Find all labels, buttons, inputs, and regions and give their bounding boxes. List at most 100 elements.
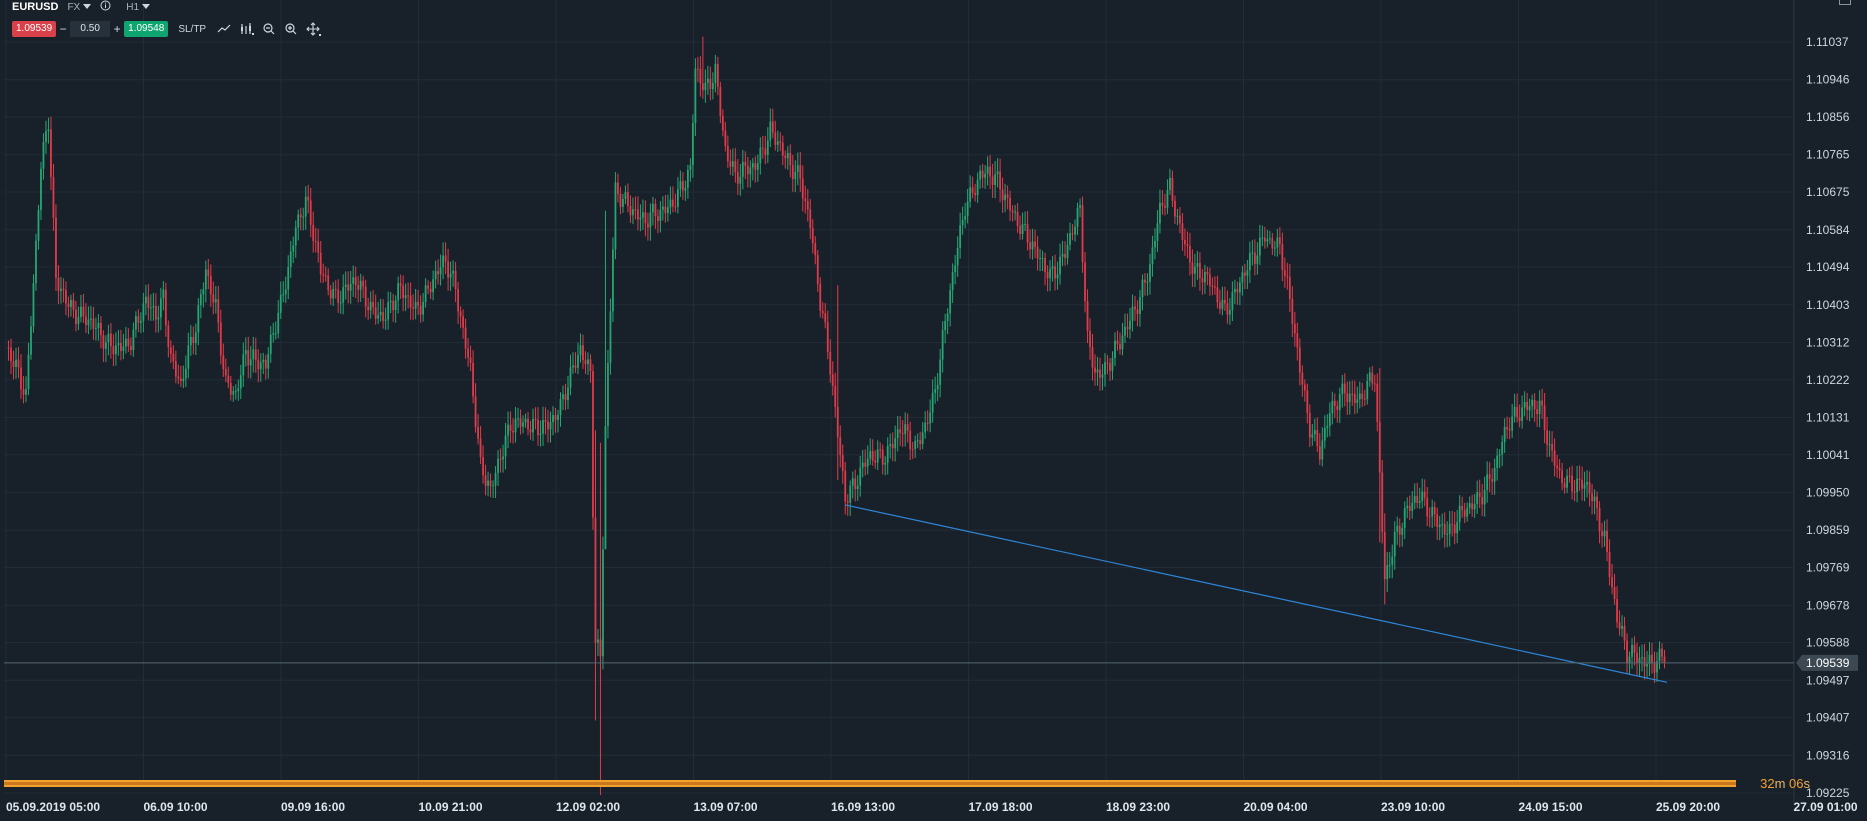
candle-body [542, 420, 544, 434]
candle-body [901, 432, 904, 435]
candle-body [1483, 489, 1486, 505]
candle-body [1109, 363, 1111, 371]
candle-body [377, 315, 380, 319]
candle-body [1331, 400, 1334, 414]
candle-body [961, 219, 964, 226]
candle-body [374, 307, 377, 319]
candle-body [194, 332, 197, 343]
candle-body [1054, 266, 1056, 279]
candle-body [662, 206, 664, 210]
candle-body [479, 438, 482, 458]
candle-body [1493, 467, 1496, 482]
candle-body [582, 345, 584, 361]
candle-body [274, 333, 277, 335]
timer-minutes: 32 [1760, 776, 1775, 791]
candle-body [1049, 268, 1051, 279]
candle-body [1648, 654, 1651, 665]
line-chart-icon[interactable] [216, 21, 234, 37]
candle-body [1044, 257, 1046, 272]
candle-body [1238, 282, 1241, 293]
candle-body [1056, 274, 1059, 279]
candle-body [7, 347, 10, 349]
candle-body [999, 171, 1002, 190]
candle-body [157, 317, 160, 320]
candle-body [671, 199, 674, 207]
candle-body [22, 389, 25, 395]
candle-body [1011, 210, 1014, 213]
candle-body [1139, 297, 1141, 315]
candle-body [864, 462, 867, 467]
candle-body [989, 166, 992, 177]
candle-body [289, 251, 292, 268]
candle-body [1318, 446, 1321, 460]
candle-body [454, 270, 457, 289]
candle-body [614, 182, 617, 250]
candle-body [1061, 254, 1064, 257]
candle-body [739, 176, 742, 184]
candle-body [1543, 405, 1546, 431]
candle-body [1146, 281, 1149, 283]
candle-body [1611, 577, 1613, 588]
candle-body [1036, 246, 1039, 259]
candle-body [642, 212, 644, 218]
candle-body [139, 320, 142, 323]
candle-body [936, 384, 939, 390]
symbol-label[interactable]: EURUSD [12, 1, 59, 13]
minimize-icon[interactable] [1839, 0, 1851, 5]
candle-body [866, 458, 869, 467]
zoom-in-icon[interactable] [282, 21, 300, 37]
candle-body [1653, 662, 1656, 673]
candle-body [1411, 502, 1414, 511]
candle-body [839, 437, 842, 456]
crosshair-icon[interactable] [304, 21, 322, 37]
candle-body [779, 141, 782, 143]
x-tick-label: 18.09 23:00 [1106, 800, 1170, 814]
candle-body [1091, 347, 1094, 368]
candle-body [1323, 428, 1326, 441]
candle-body [1353, 393, 1356, 403]
candle-body [774, 132, 777, 145]
candle-body [1638, 658, 1641, 664]
sltp-button[interactable]: SL/TP [178, 23, 207, 35]
info-icon[interactable] [100, 0, 111, 14]
candle-body [597, 639, 599, 643]
candle-body [262, 359, 265, 363]
indicators-icon[interactable] [238, 21, 256, 37]
market-selector[interactable]: FX [67, 2, 92, 13]
increase-lot-button[interactable]: + [113, 22, 121, 36]
x-tick-label: 23.09 10:00 [1381, 800, 1445, 814]
candle-body [1606, 530, 1608, 552]
candle-body [1206, 271, 1209, 275]
candle-body [562, 394, 564, 400]
candle-body [30, 326, 32, 355]
zoom-out-icon[interactable] [260, 21, 278, 37]
candle-body [871, 451, 874, 461]
ask-price-button[interactable]: 1.09548 [124, 21, 169, 37]
candle-body [172, 353, 175, 362]
candle-body [1253, 252, 1256, 264]
candle-body [1076, 207, 1079, 227]
x-tick-label: 27.09 01:00 [1794, 800, 1858, 814]
candle-body [482, 457, 484, 476]
decrease-lot-button[interactable]: − [59, 22, 67, 36]
candle-body [264, 359, 267, 369]
candle-body [896, 429, 899, 439]
candle-body [45, 131, 47, 143]
candle-body [796, 165, 799, 172]
candle-body [269, 334, 272, 354]
candle-body [754, 163, 757, 170]
timeframe-selector[interactable]: H1 [126, 2, 151, 13]
candle-body [1121, 335, 1124, 350]
candle-body [307, 196, 310, 201]
candle-body [1623, 625, 1626, 641]
candle-body [874, 460, 877, 463]
candle-body [402, 285, 405, 299]
lot-size-input[interactable]: 0.50 [70, 21, 111, 37]
candle-body [1356, 399, 1359, 403]
candle-body [1533, 399, 1536, 410]
candle-body [1598, 507, 1601, 532]
candle-body [664, 206, 667, 214]
candle-body [312, 224, 315, 242]
bid-price-button[interactable]: 1.09539 [12, 21, 57, 37]
